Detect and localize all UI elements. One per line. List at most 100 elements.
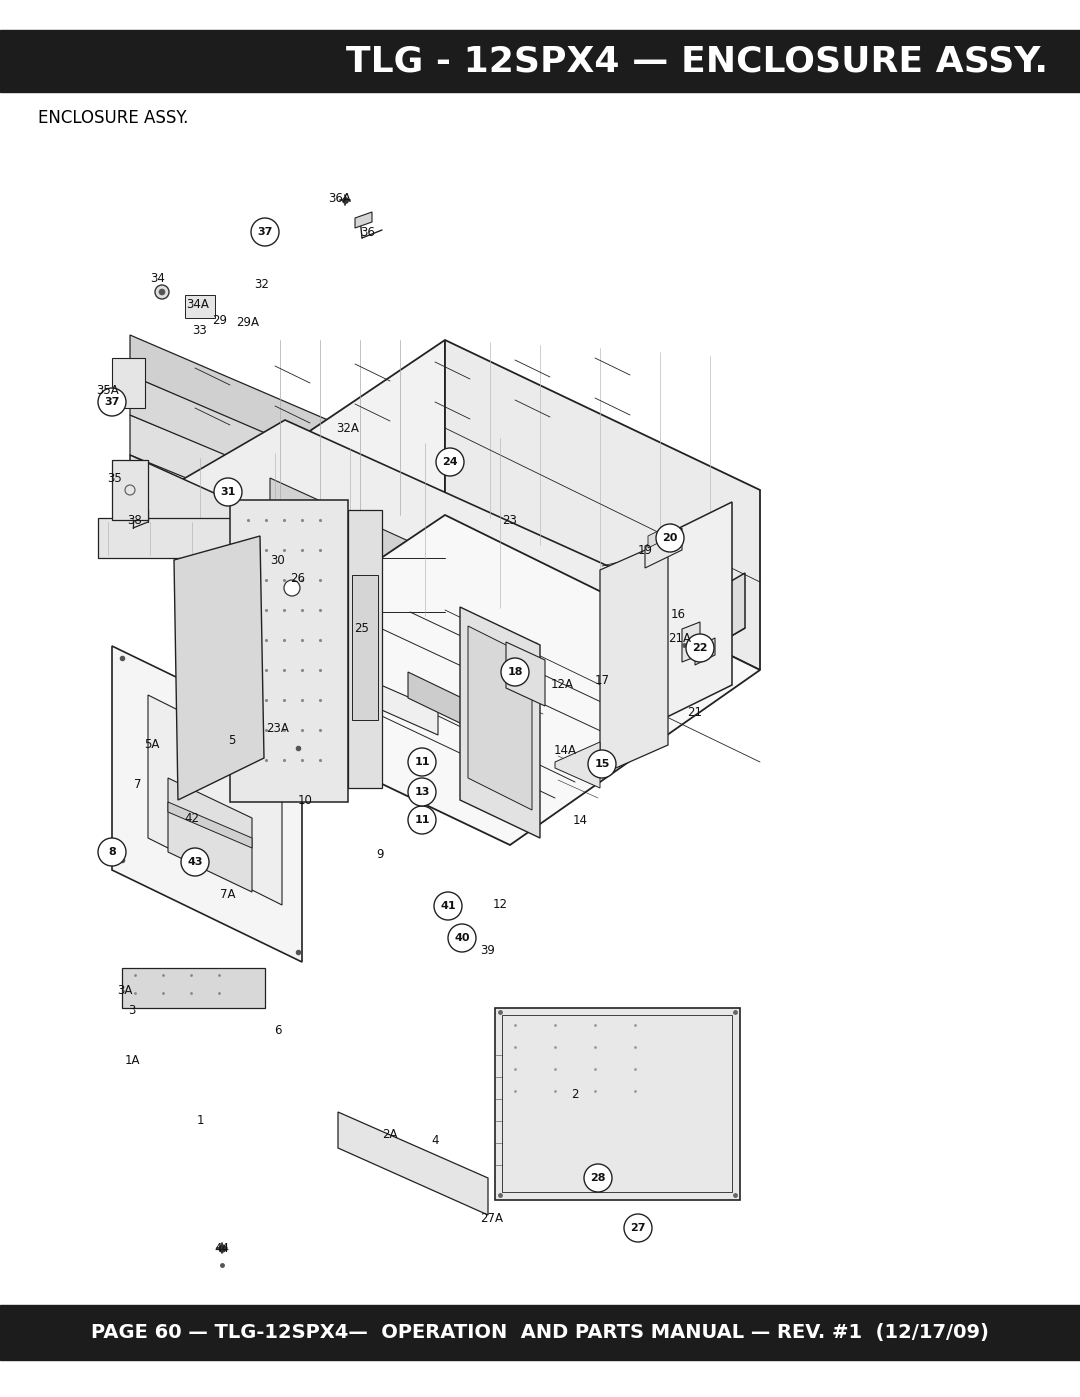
Text: 29: 29: [213, 313, 228, 327]
Polygon shape: [130, 374, 662, 638]
Circle shape: [436, 448, 464, 476]
Text: 12A: 12A: [551, 679, 573, 692]
Text: 16: 16: [671, 609, 686, 622]
Polygon shape: [600, 541, 669, 775]
Polygon shape: [408, 672, 462, 724]
Text: 8: 8: [108, 847, 116, 856]
Text: 27A: 27A: [481, 1211, 503, 1225]
Text: 24: 24: [442, 457, 458, 467]
Text: 3A: 3A: [118, 983, 133, 996]
Text: 42: 42: [185, 812, 200, 824]
Text: 34: 34: [150, 271, 165, 285]
Polygon shape: [495, 1009, 740, 1200]
Polygon shape: [112, 358, 145, 408]
Polygon shape: [130, 335, 612, 583]
Polygon shape: [270, 478, 615, 668]
Polygon shape: [296, 648, 438, 735]
Polygon shape: [460, 608, 540, 838]
Polygon shape: [185, 339, 445, 690]
Polygon shape: [112, 460, 148, 520]
Text: 7: 7: [134, 778, 141, 792]
Text: 35: 35: [108, 472, 122, 485]
Circle shape: [408, 806, 436, 834]
Text: 9: 9: [376, 848, 383, 862]
Text: PAGE 60 — TLG-12SPX4—  OPERATION  AND PARTS MANUAL — REV. #1  (12/17/09): PAGE 60 — TLG-12SPX4— OPERATION AND PART…: [91, 1323, 989, 1343]
Text: 27: 27: [631, 1222, 646, 1234]
Polygon shape: [174, 536, 264, 800]
Text: 4: 4: [431, 1133, 438, 1147]
Text: 5A: 5A: [145, 739, 160, 752]
Text: 14: 14: [572, 813, 588, 827]
Text: 26: 26: [291, 571, 306, 584]
Text: 22: 22: [692, 643, 707, 652]
Circle shape: [156, 285, 168, 299]
Polygon shape: [270, 510, 615, 700]
Circle shape: [501, 658, 529, 686]
Circle shape: [588, 750, 616, 778]
Text: 31: 31: [220, 488, 235, 497]
Text: 37: 37: [105, 397, 120, 407]
Circle shape: [251, 218, 279, 246]
Text: 43: 43: [187, 856, 203, 868]
Text: 36: 36: [361, 225, 376, 239]
Text: 14A: 14A: [554, 743, 577, 757]
Text: 35A: 35A: [96, 384, 120, 397]
Polygon shape: [681, 622, 700, 662]
Text: 38: 38: [127, 514, 143, 527]
Text: 3: 3: [129, 1003, 136, 1017]
Text: 6: 6: [274, 1024, 282, 1037]
Circle shape: [434, 893, 462, 921]
Polygon shape: [185, 295, 215, 319]
Circle shape: [98, 838, 126, 866]
Text: 15: 15: [594, 759, 610, 768]
Polygon shape: [645, 528, 681, 569]
Text: 20: 20: [662, 534, 677, 543]
Polygon shape: [348, 510, 382, 788]
Text: 11: 11: [415, 814, 430, 826]
Polygon shape: [338, 1112, 488, 1215]
Polygon shape: [507, 643, 545, 705]
Text: 19: 19: [637, 543, 652, 556]
Text: 10: 10: [298, 793, 312, 806]
Text: 5: 5: [228, 733, 235, 746]
Text: 2A: 2A: [382, 1129, 397, 1141]
Polygon shape: [555, 742, 600, 788]
Text: 32: 32: [255, 278, 269, 292]
Polygon shape: [445, 339, 760, 671]
Polygon shape: [590, 573, 745, 718]
Text: 39: 39: [481, 943, 496, 957]
Text: 21: 21: [688, 705, 702, 718]
Text: 11: 11: [415, 757, 430, 767]
Bar: [0, 29, 1080, 92]
Text: ENCLOSURE ASSY.: ENCLOSURE ASSY.: [38, 109, 188, 127]
Text: 36A: 36A: [328, 191, 351, 204]
Polygon shape: [230, 500, 348, 802]
Polygon shape: [130, 420, 745, 718]
Circle shape: [686, 634, 714, 662]
Text: 33: 33: [192, 324, 207, 337]
Polygon shape: [468, 626, 532, 810]
Text: 30: 30: [271, 553, 285, 567]
Text: 12: 12: [492, 898, 508, 911]
Circle shape: [159, 289, 165, 295]
Polygon shape: [168, 778, 252, 893]
Circle shape: [448, 923, 476, 951]
Polygon shape: [168, 802, 252, 848]
Text: 17: 17: [594, 673, 609, 686]
Text: 40: 40: [455, 933, 470, 943]
Text: 21A: 21A: [669, 631, 691, 644]
Polygon shape: [298, 548, 350, 617]
Text: 1A: 1A: [124, 1053, 139, 1066]
Text: 44: 44: [215, 1242, 229, 1255]
Polygon shape: [112, 645, 302, 963]
Text: 37: 37: [257, 226, 272, 237]
Bar: [0, 1305, 1080, 1361]
Polygon shape: [130, 455, 590, 718]
Polygon shape: [665, 502, 732, 718]
Polygon shape: [98, 518, 330, 557]
Text: 7A: 7A: [220, 888, 235, 901]
Polygon shape: [352, 576, 378, 719]
Text: 18: 18: [508, 666, 523, 678]
Polygon shape: [130, 415, 712, 693]
Polygon shape: [355, 212, 372, 228]
